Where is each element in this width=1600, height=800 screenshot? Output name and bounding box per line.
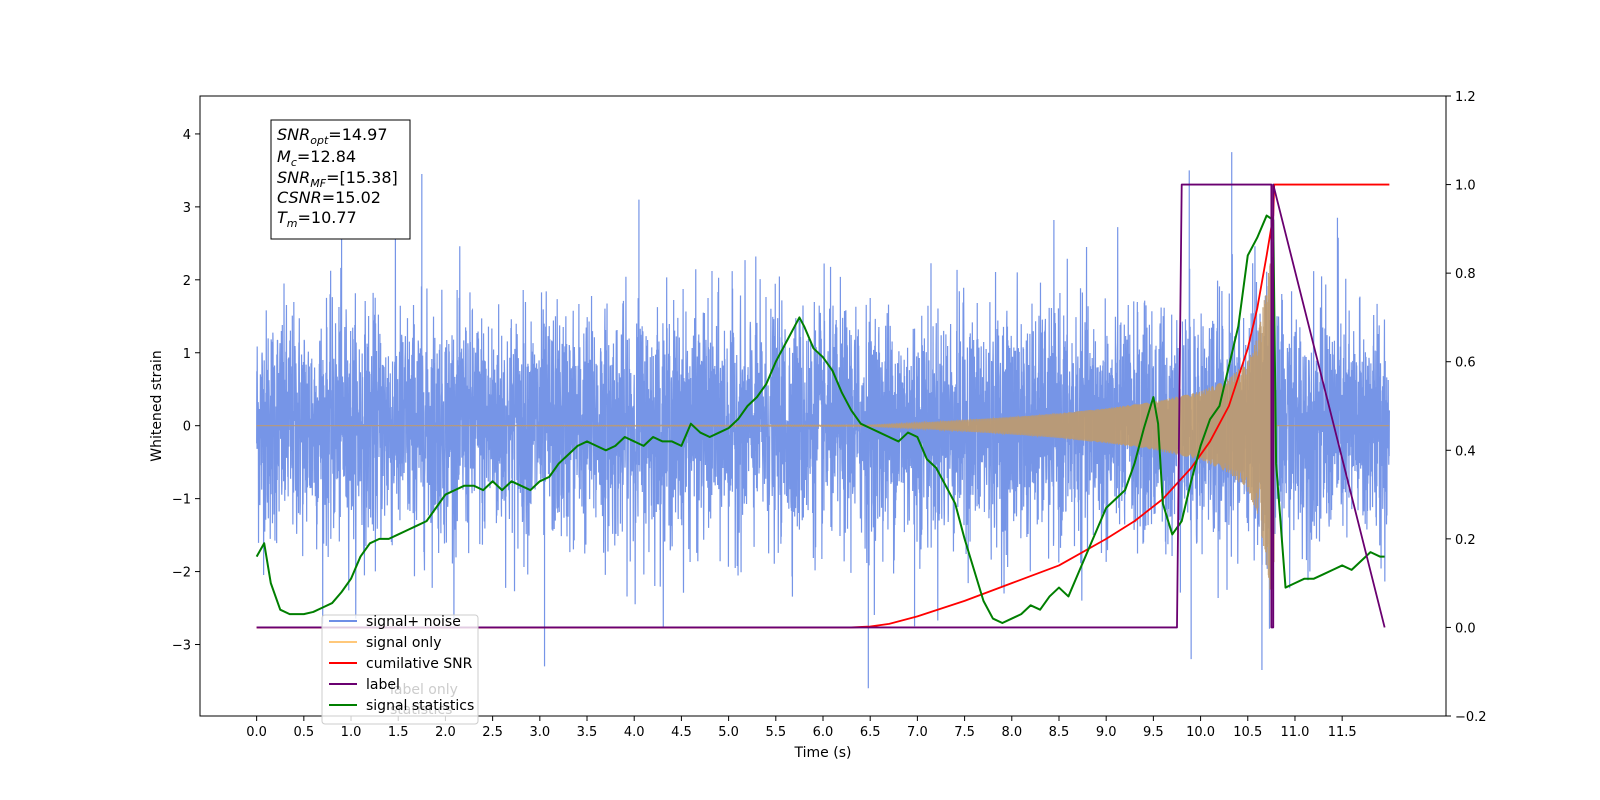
x-tick-label: 3.0 [529, 725, 550, 740]
info-symbol: CSNR [277, 188, 322, 207]
info-subscript: m [287, 217, 298, 230]
series-layer [255, 152, 1390, 689]
info-annotation-box: SNRopt=14.97Mc=12.84SNRMF=[15.38]CSNR=15… [270, 119, 411, 240]
info-value: =10.77 [298, 208, 357, 227]
x-tick-label: 1.0 [341, 725, 362, 740]
info-subscript: c [291, 156, 297, 169]
x-tick-label: 9.5 [1143, 725, 1164, 740]
y-tick-label: 1 [183, 347, 191, 362]
x-tick-label: 1.5 [388, 725, 409, 740]
info-box-frame [270, 119, 411, 240]
y-tick-label: −3 [172, 639, 191, 654]
legend-frame [321, 614, 479, 725]
y-axis-label: Whitened strain [149, 350, 165, 461]
y-tick-label: −1 [172, 493, 191, 508]
legend-label: signal statistics [366, 698, 474, 714]
x-tick-label: 6.5 [860, 725, 881, 740]
series-signal-only [256, 241, 1390, 590]
legend-label: cumilative SNR [366, 656, 473, 672]
info-symbol: M [277, 147, 291, 166]
x-tick-label: 8.0 [1001, 725, 1022, 740]
x-tick-label: 11.0 [1280, 725, 1309, 740]
info-symbol: SNR [277, 125, 310, 144]
info-value: =[15.38] [326, 168, 398, 187]
info-line: CSNR=15.02 [277, 188, 381, 207]
y2-tick-label: 1.2 [1455, 90, 1476, 105]
y2-tick-label: 0.6 [1455, 356, 1476, 371]
y2-tick-label: 0.0 [1455, 621, 1476, 636]
info-symbol: SNR [277, 168, 310, 187]
series-signal-noise [256, 152, 1390, 689]
x-tick-label: 11.5 [1328, 725, 1357, 740]
x-axis-label: Time (s) [794, 745, 852, 761]
x-tick-label: 5.5 [765, 725, 786, 740]
y-tick-label: −2 [172, 566, 191, 581]
info-value: =15.02 [322, 188, 381, 207]
x-tick-label: 0.5 [293, 725, 314, 740]
y-tick-label: 3 [183, 201, 191, 216]
legend-obscured-text: statistics [390, 702, 452, 718]
y2-tick-label: 0.8 [1455, 267, 1476, 282]
info-line: Tm=10.77 [277, 208, 357, 230]
y-tick-label: 2 [183, 274, 191, 289]
x-tick-label: 3.5 [577, 725, 598, 740]
x-tick-label: 9.0 [1096, 725, 1117, 740]
x-tick-label: 2.0 [435, 725, 456, 740]
x-tick-label: 10.5 [1233, 725, 1262, 740]
x-tick-label: 0.0 [246, 725, 267, 740]
info-subscript: opt [310, 134, 329, 147]
info-line: SNRopt=14.97 [277, 125, 388, 147]
y2-tick-label: −0.2 [1455, 710, 1487, 725]
info-line: Mc=12.84 [277, 147, 356, 169]
x-tick-label: 7.5 [954, 725, 975, 740]
legend-label: label [366, 677, 400, 693]
legend-obscured-text: label only [390, 682, 458, 698]
legend: label only statistics signal+ noise signal … [321, 614, 479, 725]
y2-tick-label: 0.2 [1455, 533, 1476, 548]
y2-tick-label: 1.0 [1455, 179, 1476, 194]
x-tick-label: 2.5 [482, 725, 503, 740]
info-symbol: T [277, 208, 288, 227]
x-tick-label: 4.5 [671, 725, 692, 740]
x-tick-label: 4.0 [624, 725, 645, 740]
y-tick-label: 4 [183, 128, 191, 143]
info-line: SNRMF=[15.38] [277, 168, 398, 190]
x-tick-label: 8.5 [1049, 725, 1070, 740]
series-cumulative-snr [256, 183, 1390, 629]
x-tick-label: 6.0 [813, 725, 834, 740]
series-label [256, 183, 1386, 629]
y2-tick-label: 0.4 [1455, 444, 1476, 459]
y-tick-label: 0 [183, 420, 191, 435]
series-signal-statistics [255, 214, 1385, 624]
legend-label: signal+ noise [366, 614, 461, 630]
x-tick-label: 10.0 [1186, 725, 1215, 740]
legend-label: signal only [366, 635, 441, 651]
info-value: =14.97 [328, 125, 387, 144]
info-subscript: MF [310, 177, 326, 190]
x-tick-label: 5.0 [718, 725, 739, 740]
info-value: =12.84 [297, 147, 356, 166]
axes-layer: 0.0 0.5 1.0 1.5 2.0 2.5 3.0 3.5 4.0 4.5 5.0 5.5 6.0 6… [172, 90, 1487, 740]
x-tick-label: 7.0 [907, 725, 928, 740]
